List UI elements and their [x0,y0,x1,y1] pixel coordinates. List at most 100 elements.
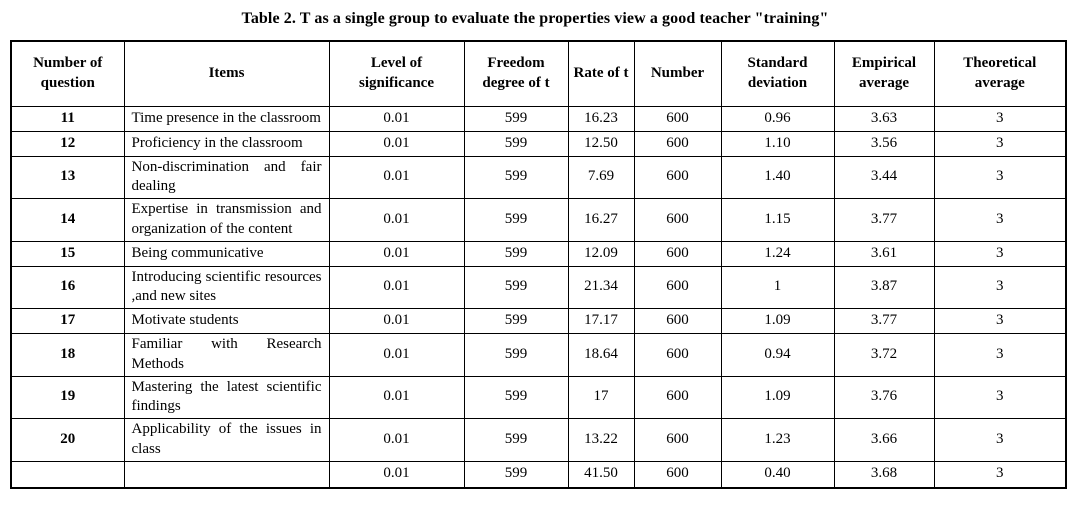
header-cell-theoretical: Theoretical average [933,40,1067,107]
summary-cell-item [123,460,330,489]
cell-significance: 0.01 [328,308,465,334]
cell-question: 20 [10,418,125,462]
cell-empirical: 3.61 [833,240,935,267]
cell-empirical: 3.77 [833,198,935,242]
cell-item: Time presence in the classroom [123,106,330,132]
table-row: 20 Applicability of the issues in class 0.… [10,418,1067,462]
header-cell-rate: Rate of t [567,40,635,107]
cell-std: 1.40 [720,155,835,200]
cell-theoretical: 3 [933,155,1067,200]
header-cell-empirical: Empirical average [833,40,935,107]
cell-theoretical: 3 [933,332,1067,377]
summary-cell-theoretical: 3 [933,460,1067,489]
cell-empirical: 3.87 [833,265,935,310]
cell-question: 17 [10,308,125,334]
cell-std: 1.24 [720,240,835,267]
cell-std: 1.10 [720,130,835,157]
cell-freedom: 599 [463,130,569,157]
cell-rate: 21.34 [567,265,635,310]
cell-empirical: 3.76 [833,375,935,420]
statistics-table: Number of question Items Level of signific… [10,40,1067,489]
cell-item: Being communicative [123,240,330,267]
summary-cell-std: 0.40 [720,460,835,489]
cell-rate: 7.69 [567,155,635,200]
cell-empirical: 3.56 [833,130,935,157]
cell-rate: 17 [567,375,635,420]
cell-theoretical: 3 [933,375,1067,420]
table-row: 17 Motivate students 0.01 599 17.17 600 1.09 3.… [10,308,1067,334]
cell-empirical: 3.44 [833,155,935,200]
cell-freedom: 599 [463,332,569,377]
cell-empirical: 3.63 [833,106,935,132]
cell-freedom: 599 [463,418,569,462]
cell-std: 1 [720,265,835,310]
cell-rate: 16.27 [567,198,635,242]
summary-cell-number: 600 [633,460,722,489]
cell-freedom: 599 [463,265,569,310]
table-row: 18 Familiar with Research Methods 0.01 599 1… [10,332,1067,377]
cell-significance: 0.01 [328,240,465,267]
cell-question: 19 [10,375,125,420]
cell-significance: 0.01 [328,332,465,377]
cell-significance: 0.01 [328,198,465,242]
cell-significance: 0.01 [328,155,465,200]
cell-empirical: 3.77 [833,308,935,334]
header-cell-std: Standard deviation [720,40,835,107]
summary-cell-freedom: 599 [463,460,569,489]
cell-question: 11 [10,106,125,132]
cell-number: 600 [633,375,722,420]
cell-significance: 0.01 [328,265,465,310]
cell-theoretical: 3 [933,198,1067,242]
cell-theoretical: 3 [933,130,1067,157]
cell-rate: 12.50 [567,130,635,157]
cell-number: 600 [633,265,722,310]
cell-number: 600 [633,106,722,132]
summary-cell-significance: 0.01 [328,460,465,489]
summary-cell-rate: 41.50 [567,460,635,489]
cell-number: 600 [633,308,722,334]
table-row: 15 Being communicative 0.01 599 12.09 600 1.24… [10,240,1067,267]
cell-significance: 0.01 [328,130,465,157]
cell-question: 15 [10,240,125,267]
cell-std: 0.94 [720,332,835,377]
cell-empirical: 3.66 [833,418,935,462]
table-row: 11 Time presence in the classroom 0.01 599 1… [10,106,1067,132]
header-cell-number: Number [633,40,722,107]
cell-std: 1.09 [720,308,835,334]
cell-rate: 18.64 [567,332,635,377]
cell-significance: 0.01 [328,375,465,420]
cell-std: 1.09 [720,375,835,420]
cell-item: Expertise in transmission and organizati… [123,198,330,242]
table-header-row: Number of question Items Level of signific… [10,40,1067,107]
table-row: 12 Proficiency in the classroom 0.01 599 12.… [10,130,1067,157]
cell-number: 600 [633,418,722,462]
cell-theoretical: 3 [933,106,1067,132]
cell-question: 12 [10,130,125,157]
cell-number: 600 [633,198,722,242]
cell-number: 600 [633,130,722,157]
cell-number: 600 [633,155,722,200]
cell-number: 600 [633,240,722,267]
cell-question: 13 [10,155,125,200]
cell-freedom: 599 [463,375,569,420]
cell-significance: 0.01 [328,106,465,132]
table-row: 14 Expertise in transmission and organiza… [10,198,1067,242]
cell-question: 14 [10,198,125,242]
cell-freedom: 599 [463,240,569,267]
cell-item: Familiar with Research Methods [123,332,330,377]
cell-item: Mastering the latest scientific findings [123,375,330,420]
header-cell-question: Number of question [10,40,125,107]
cell-freedom: 599 [463,106,569,132]
table-row: 19 Mastering the latest scientific findin… [10,375,1067,420]
cell-number: 600 [633,332,722,377]
header-cell-significance: Level of significance [328,40,465,107]
cell-freedom: 599 [463,198,569,242]
cell-std: 1.23 [720,418,835,462]
cell-rate: 16.23 [567,106,635,132]
cell-item: Motivate students [123,308,330,334]
table-caption: Table 2. T as a single group to evaluate… [241,10,829,27]
summary-row: 0.01 599 41.50 600 0.40 3.68 3 [10,460,1067,489]
paper-page: Table 2. T as a single group to evaluate… [10,10,1067,489]
summary-cell-question [10,460,125,489]
table-row: 16 Introducing scientific resources ,and … [10,265,1067,310]
